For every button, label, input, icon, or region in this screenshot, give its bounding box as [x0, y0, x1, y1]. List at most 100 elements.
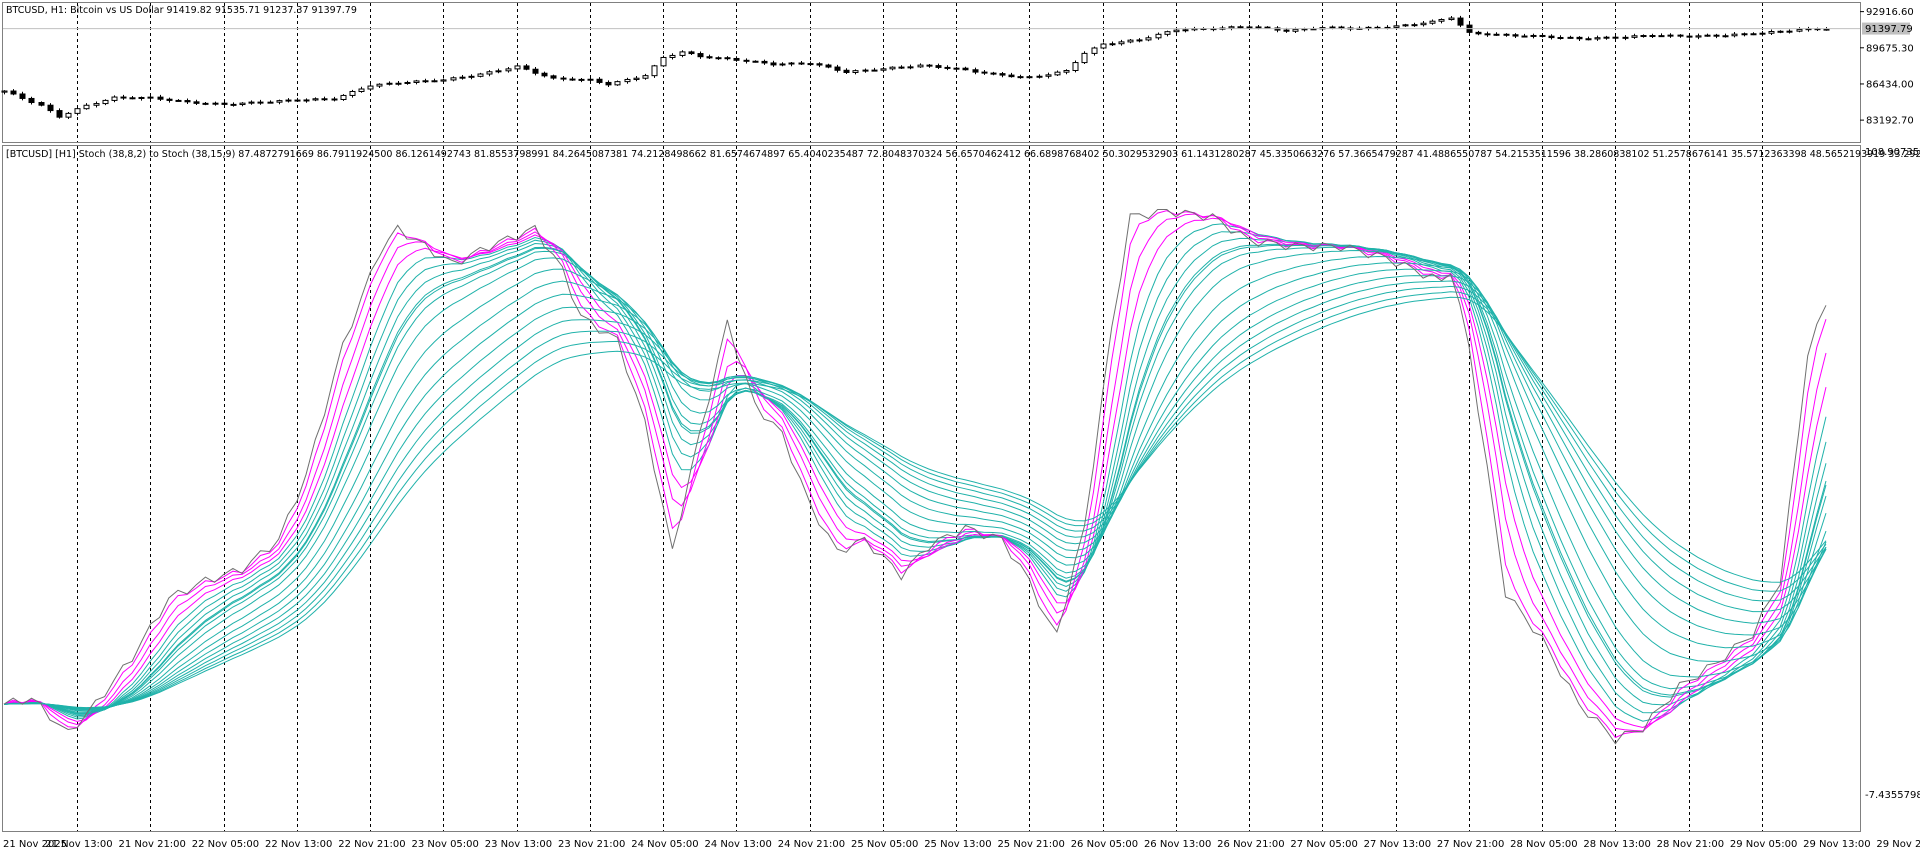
price-candles	[1, 15, 1830, 120]
candle-bull	[1493, 33, 1500, 36]
candle-bear	[1713, 34, 1720, 37]
price-panel[interactable]: BTCUSD, H1: Bitcoin vs US Dollar 91419.8…	[1, 2, 1914, 143]
price-tick-label: 92916.60	[1866, 7, 1914, 18]
candle-bull	[624, 78, 631, 83]
candle-bear	[56, 110, 63, 118]
candle-bull	[862, 69, 869, 72]
candle-bull	[1777, 30, 1784, 33]
candle-bear	[605, 81, 612, 86]
candle-bull	[514, 65, 521, 70]
stochastic-panel-frame	[2, 145, 1861, 832]
candle-bear	[38, 102, 45, 106]
candle-bull	[1631, 35, 1638, 38]
time-axis-label: 24 Nov 21:00	[778, 839, 845, 850]
price-tick-label: 86434.00	[1866, 79, 1914, 90]
price-axis: 92916.60 89675.30 86434.00 83192.70 91397.79	[1860, 7, 1914, 127]
stoch-slow-line	[3, 249, 1827, 713]
stoch-slow-line	[3, 280, 1827, 710]
stoch-slow-line	[3, 243, 1827, 715]
candle-bull	[477, 73, 484, 77]
candle-bull	[147, 96, 154, 99]
candle-bear	[1686, 35, 1693, 38]
candle-bull	[138, 96, 145, 99]
stochastic-scale-bottom: -7.43557989	[1865, 790, 1920, 801]
candle-bull	[1530, 34, 1537, 37]
candle-bull	[1054, 71, 1061, 76]
stochastic-panel[interactable]: [BTCUSD] [H1] Stoch (38,8,2) to Stoch (3…	[2, 145, 1920, 832]
candle-bull	[1557, 36, 1564, 39]
candle-bear	[1484, 33, 1491, 36]
candle-bear	[871, 69, 878, 72]
candle-bull	[1402, 24, 1409, 27]
candle-bull	[651, 65, 658, 77]
candle-bull	[74, 108, 81, 114]
candle-bull	[1429, 20, 1436, 24]
candle-bear	[1264, 26, 1271, 29]
candle-bull	[505, 68, 512, 72]
candle-bear	[1576, 36, 1583, 40]
candle-bull	[1100, 43, 1107, 49]
candle-bear	[19, 93, 26, 99]
candle-bull	[1118, 41, 1125, 45]
candle-bear	[1677, 34, 1684, 37]
candle-bear	[321, 98, 328, 101]
candle-bear	[761, 60, 768, 64]
candle-bear	[935, 65, 942, 68]
time-axis-label: 22 Nov 13:00	[265, 839, 332, 850]
candle-bull	[267, 101, 274, 104]
candle-bear	[798, 62, 805, 65]
candle-bull	[376, 83, 383, 87]
candle-bull	[285, 99, 292, 102]
candle-bear	[550, 75, 557, 79]
candle-bull	[669, 54, 676, 58]
candle-bull	[1786, 30, 1793, 33]
price-tick-label: 89675.30	[1866, 43, 1914, 54]
candle-bear	[743, 59, 750, 62]
time-axis-label: 28 Nov 05:00	[1510, 839, 1577, 850]
time-axis-label: 23 Nov 21:00	[558, 839, 625, 850]
stochastic-scale-top: 108.9073576	[1865, 147, 1920, 158]
candle-bull	[898, 66, 905, 69]
candle-bull	[1695, 35, 1702, 38]
candle-bear	[1548, 35, 1555, 39]
stochastic-lines	[3, 209, 1827, 745]
candle-bull	[1127, 39, 1134, 43]
time-axis-label: 23 Nov 13:00	[485, 839, 552, 850]
candle-bear	[1475, 31, 1482, 35]
stoch-slow-line	[3, 296, 1827, 709]
candle-bear	[1512, 34, 1519, 37]
candle-bull	[1072, 62, 1079, 72]
candle-bull	[83, 104, 90, 110]
stoch-slow-line	[3, 285, 1827, 709]
time-axis-label: 24 Nov 13:00	[704, 839, 771, 850]
stoch-slow-line	[3, 255, 1827, 712]
candle-bull	[578, 78, 585, 81]
candle-bull	[303, 99, 310, 102]
stoch-slow-line	[3, 223, 1827, 722]
price-panel-frame	[2, 2, 1861, 143]
candle-bull	[1722, 35, 1729, 38]
candle-bear	[1539, 34, 1546, 37]
stoch-slow-line	[3, 262, 1827, 711]
candle-bear	[184, 100, 191, 103]
candle-bull	[1136, 39, 1143, 42]
candle-bull	[1063, 70, 1070, 73]
candle-bear	[1457, 17, 1464, 26]
candle-bull	[907, 66, 914, 69]
candle-bear	[807, 63, 814, 66]
candle-bull	[1731, 33, 1738, 37]
candle-bear	[1283, 29, 1290, 32]
stoch-fast-line	[3, 210, 1827, 739]
candle-bull	[1155, 33, 1162, 39]
candle-bear	[724, 57, 731, 60]
time-axis-label: 29 Nov 21:00	[1876, 839, 1920, 850]
candle-bull	[1164, 31, 1171, 35]
current-price-label: 91397.79	[1865, 24, 1913, 35]
candle-bull	[1182, 29, 1189, 32]
candle-bear	[752, 60, 759, 63]
candle-bull	[614, 81, 621, 86]
candle-bear	[1750, 33, 1757, 36]
candle-bear	[990, 72, 997, 75]
candle-bull	[953, 67, 960, 70]
